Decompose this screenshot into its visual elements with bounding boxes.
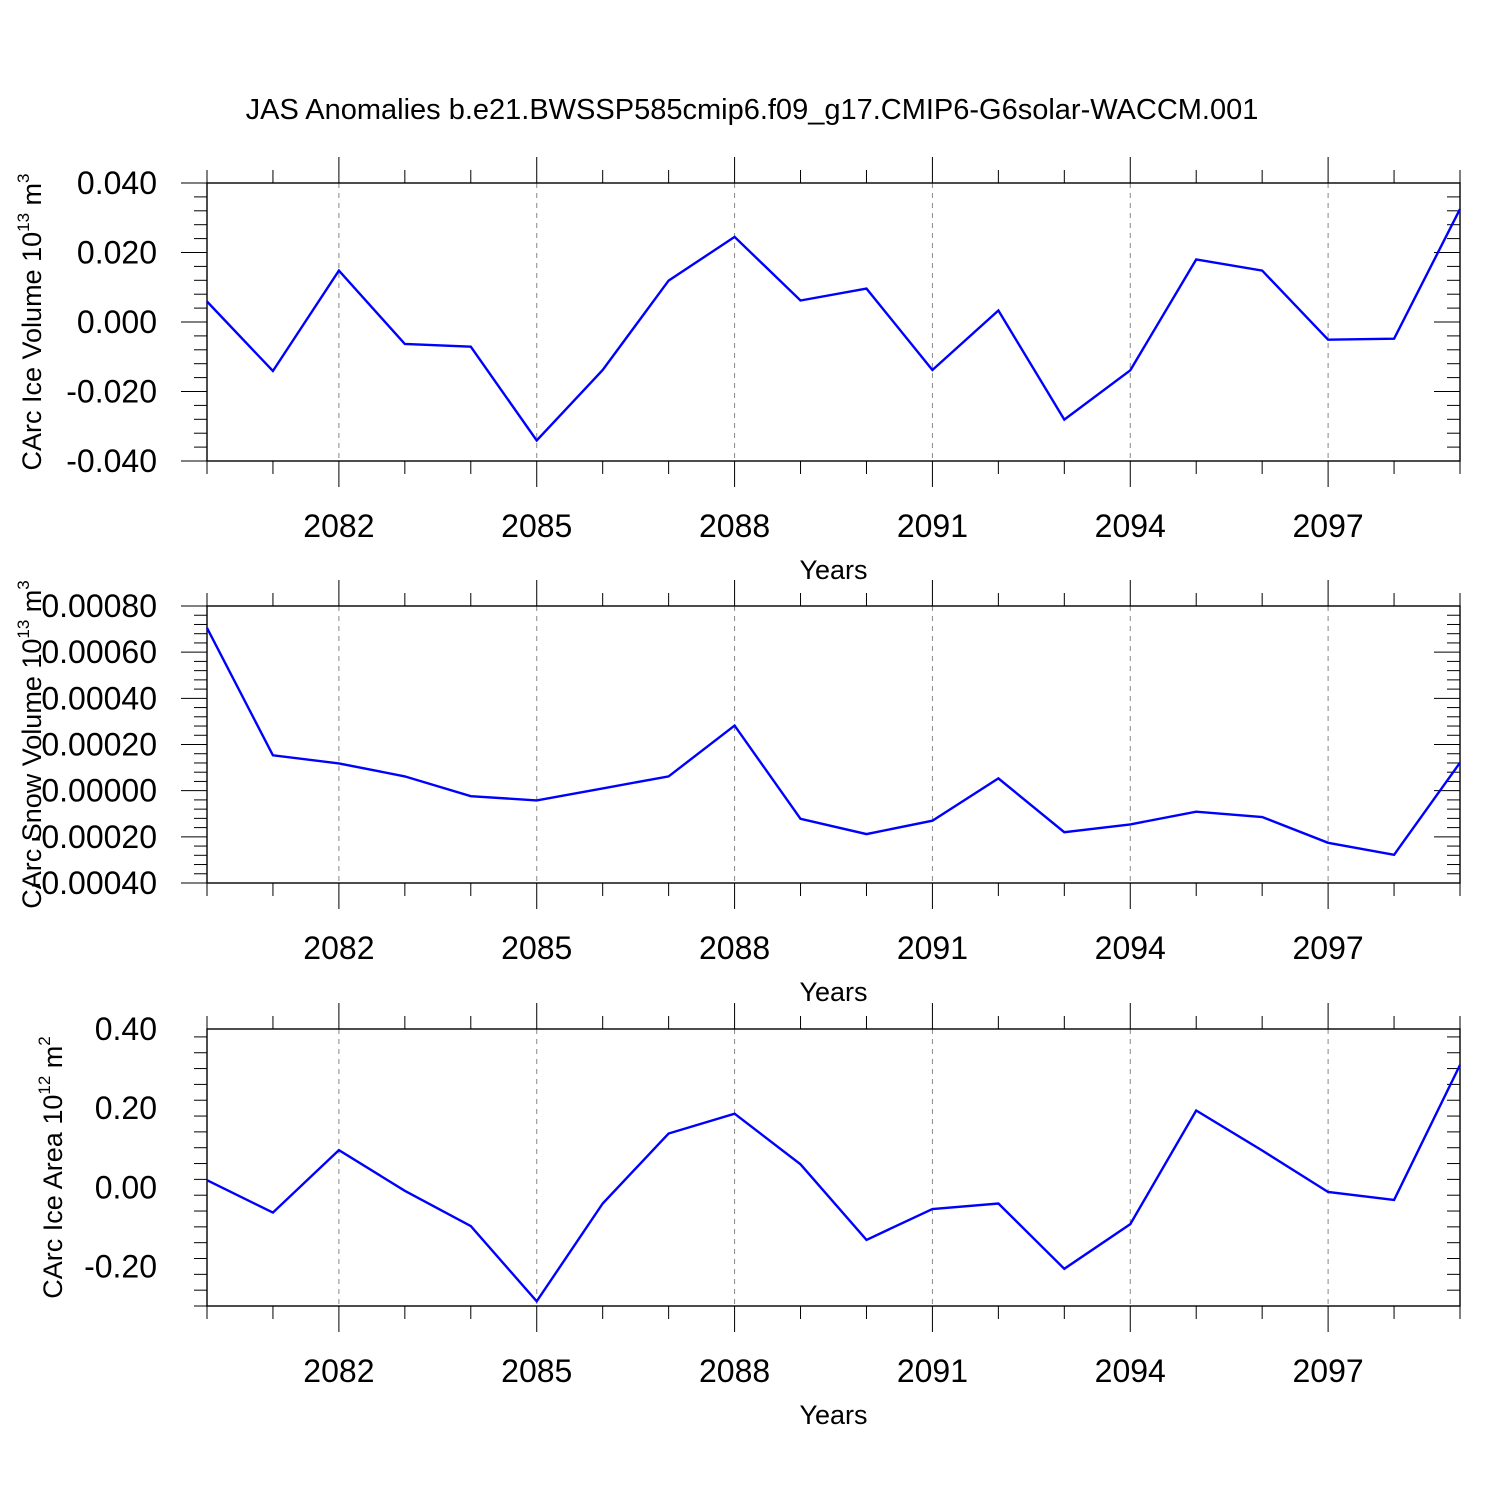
plot-frame (207, 1029, 1460, 1306)
x-tick-label: 2082 (303, 508, 374, 544)
plot-frame (207, 183, 1460, 461)
y-tick-label: 0.000 (77, 304, 157, 340)
y-tick-label: 0.00040 (41, 680, 157, 716)
y-tick-label: -0.020 (66, 374, 157, 410)
y-axis-label-part: m (17, 183, 47, 213)
x-tick-label: 2091 (897, 508, 968, 544)
panel-1: 2082 2085 2088 2091 2094 2097 Years -0.040 -0.02… (14, 157, 1460, 585)
y-tick-label: -0.00020 (31, 819, 157, 855)
x-tick-label: 2097 (1293, 930, 1364, 966)
y-tick-label: 0.40 (95, 1011, 157, 1047)
x-axis-label: Years (799, 555, 867, 585)
figure-title: JAS Anomalies b.e21.BWSSP585cmip6.f09_g1… (246, 94, 1259, 126)
x-tick-label: 2088 (699, 930, 770, 966)
x-tick-label: 2094 (1095, 508, 1166, 544)
x-tick-label: 2082 (303, 930, 374, 966)
x-tick-label: 2085 (501, 930, 572, 966)
y-axis-label-superscript: 3 (14, 173, 33, 182)
x-tick-label: 2097 (1293, 1353, 1364, 1389)
y-axis-label-superscript: 2 (35, 1036, 54, 1045)
y-axis-label-part: CArc Ice Area 10 (38, 1095, 68, 1299)
x-axis-label: Years (799, 1400, 867, 1430)
y-axis-label: CArc Snow Volume 1013 m3 (14, 580, 47, 909)
y-axis-label-part: CArc Ice Volume 10 (17, 232, 47, 471)
y-tick-label: 0.020 (77, 235, 157, 271)
y-tick-label: 0.20 (95, 1090, 157, 1126)
x-tick-label: 2091 (897, 930, 968, 966)
series-line (207, 628, 1460, 855)
plot-frame (207, 606, 1460, 883)
y-tick-label: 0.00000 (41, 773, 157, 809)
x-axis-label: Years (799, 977, 867, 1007)
x-tick-label: 2088 (699, 508, 770, 544)
y-tick-label: 0.040 (77, 165, 157, 201)
panel-2: 2082 2085 2088 2091 2094 2097 Years -0.00040 -0.… (14, 580, 1460, 1007)
y-axis-label-part: m (17, 590, 47, 620)
x-tick-label: 2094 (1095, 930, 1166, 966)
x-tick-label: 2097 (1293, 508, 1364, 544)
y-axis-label-part: m (38, 1046, 68, 1076)
x-tick-label: 2085 (501, 1353, 572, 1389)
panel-3: 2082 2085 2088 2091 2094 2097 Years -0.20 0.00 0.… (35, 1003, 1460, 1430)
x-tick-label: 2085 (501, 508, 572, 544)
y-axis-label-superscript: 13 (14, 620, 33, 639)
y-axis-label: CArc Ice Volume 1013 m3 (14, 173, 47, 470)
y-tick-label: -0.00040 (31, 865, 157, 901)
y-tick-label: -0.20 (84, 1248, 157, 1284)
y-axis-label-part: CArc Snow Volume 10 (17, 639, 47, 909)
series-line (207, 209, 1460, 440)
x-tick-label: 2088 (699, 1353, 770, 1389)
y-tick-label: 0.00020 (41, 727, 157, 763)
y-tick-label: 0.00 (95, 1169, 157, 1205)
x-tick-label: 2094 (1095, 1353, 1166, 1389)
y-tick-label: -0.040 (66, 443, 157, 479)
x-tick-label: 2082 (303, 1353, 374, 1389)
y-axis-label-superscript: 13 (14, 213, 33, 232)
y-axis-label-superscript: 3 (14, 580, 33, 589)
y-axis-label-superscript: 12 (35, 1076, 54, 1095)
y-axis-label: CArc Ice Area 1012 m2 (35, 1036, 68, 1299)
y-tick-label: 0.00060 (41, 634, 157, 670)
panels: 2082 2085 2088 2091 2094 2097 Years -0.040 -0.02… (14, 157, 1460, 1430)
x-tick-label: 2091 (897, 1353, 968, 1389)
series-line (207, 1065, 1460, 1301)
y-tick-label: 0.00080 (41, 588, 157, 624)
